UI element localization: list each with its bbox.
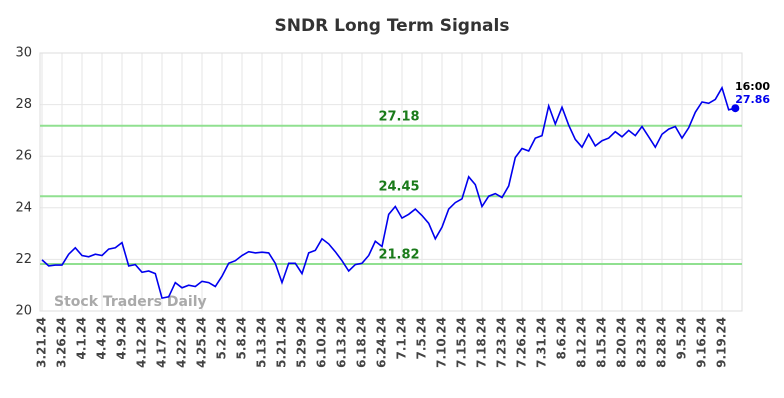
watermark: Stock Traders Daily xyxy=(54,294,207,310)
x-tick-label: 8.12.24 xyxy=(575,317,589,368)
x-tick-label: 8.20.24 xyxy=(615,317,629,368)
x-tick-label: 6.18.24 xyxy=(355,317,369,368)
x-tick-label: 4.25.24 xyxy=(195,317,209,368)
x-tick-label: 7.1.24 xyxy=(395,317,409,360)
y-tick-label: 28 xyxy=(15,97,32,112)
x-tick-label: 3.26.24 xyxy=(55,317,69,368)
x-tick-label: 7.5.24 xyxy=(415,317,429,360)
x-tick-label: 7.31.24 xyxy=(535,317,549,368)
x-tick-label: 4.9.24 xyxy=(115,317,129,360)
x-tick-label: 7.10.24 xyxy=(435,317,449,368)
x-tick-label: 8.28.24 xyxy=(655,317,669,368)
x-tick-label: 5.8.24 xyxy=(235,317,249,360)
x-tick-label: 7.26.24 xyxy=(515,317,529,368)
x-tick-label: 7.18.24 xyxy=(475,317,489,368)
x-tick-label: 8.6.24 xyxy=(555,317,569,360)
y-tick-label: 26 xyxy=(15,149,32,164)
x-tick-label: 8.23.24 xyxy=(635,317,649,368)
y-tick-label: 22 xyxy=(15,252,32,267)
x-tick-label: 7.15.24 xyxy=(455,317,469,368)
x-tick-label: 7.23.24 xyxy=(495,317,509,368)
chart-title: SNDR Long Term Signals xyxy=(275,16,510,36)
reference-label: 24.45 xyxy=(378,180,419,195)
reference-label: 27.18 xyxy=(378,109,419,124)
x-tick-label: 5.13.24 xyxy=(255,317,269,368)
x-tick-label: 6.13.24 xyxy=(335,317,349,368)
y-tick-label: 24 xyxy=(15,200,32,215)
x-tick-label: 5.2.24 xyxy=(215,317,229,360)
x-tick-label: 5.29.24 xyxy=(295,317,309,368)
last-point xyxy=(731,104,740,113)
x-tick-label: 5.21.24 xyxy=(275,317,289,368)
x-tick-label: 3.21.24 xyxy=(35,317,49,368)
x-tick-label: 9.19.24 xyxy=(715,317,729,368)
x-tick-label: 8.15.24 xyxy=(595,317,609,368)
x-tick-label: 6.10.24 xyxy=(315,317,329,368)
x-tick-label: 4.22.24 xyxy=(175,317,189,368)
x-tick-label: 9.5.24 xyxy=(675,317,689,360)
reference-label: 21.82 xyxy=(378,248,419,263)
last-time-label: 16:00 xyxy=(735,80,770,93)
x-tick-label: 6.24.24 xyxy=(375,317,389,368)
x-tick-label: 4.4.24 xyxy=(95,317,109,360)
y-tick-label: 20 xyxy=(15,304,32,319)
last-value-label: 27.86 xyxy=(735,93,770,106)
price-line xyxy=(41,85,736,300)
x-tick-label: 4.12.24 xyxy=(135,317,149,368)
x-tick-label: 4.17.24 xyxy=(155,317,169,368)
y-tick-label: 30 xyxy=(15,46,32,61)
x-tick-label: 4.1.24 xyxy=(75,317,89,360)
plot-frame xyxy=(39,52,743,312)
x-tick-label: 9.16.24 xyxy=(695,317,709,368)
